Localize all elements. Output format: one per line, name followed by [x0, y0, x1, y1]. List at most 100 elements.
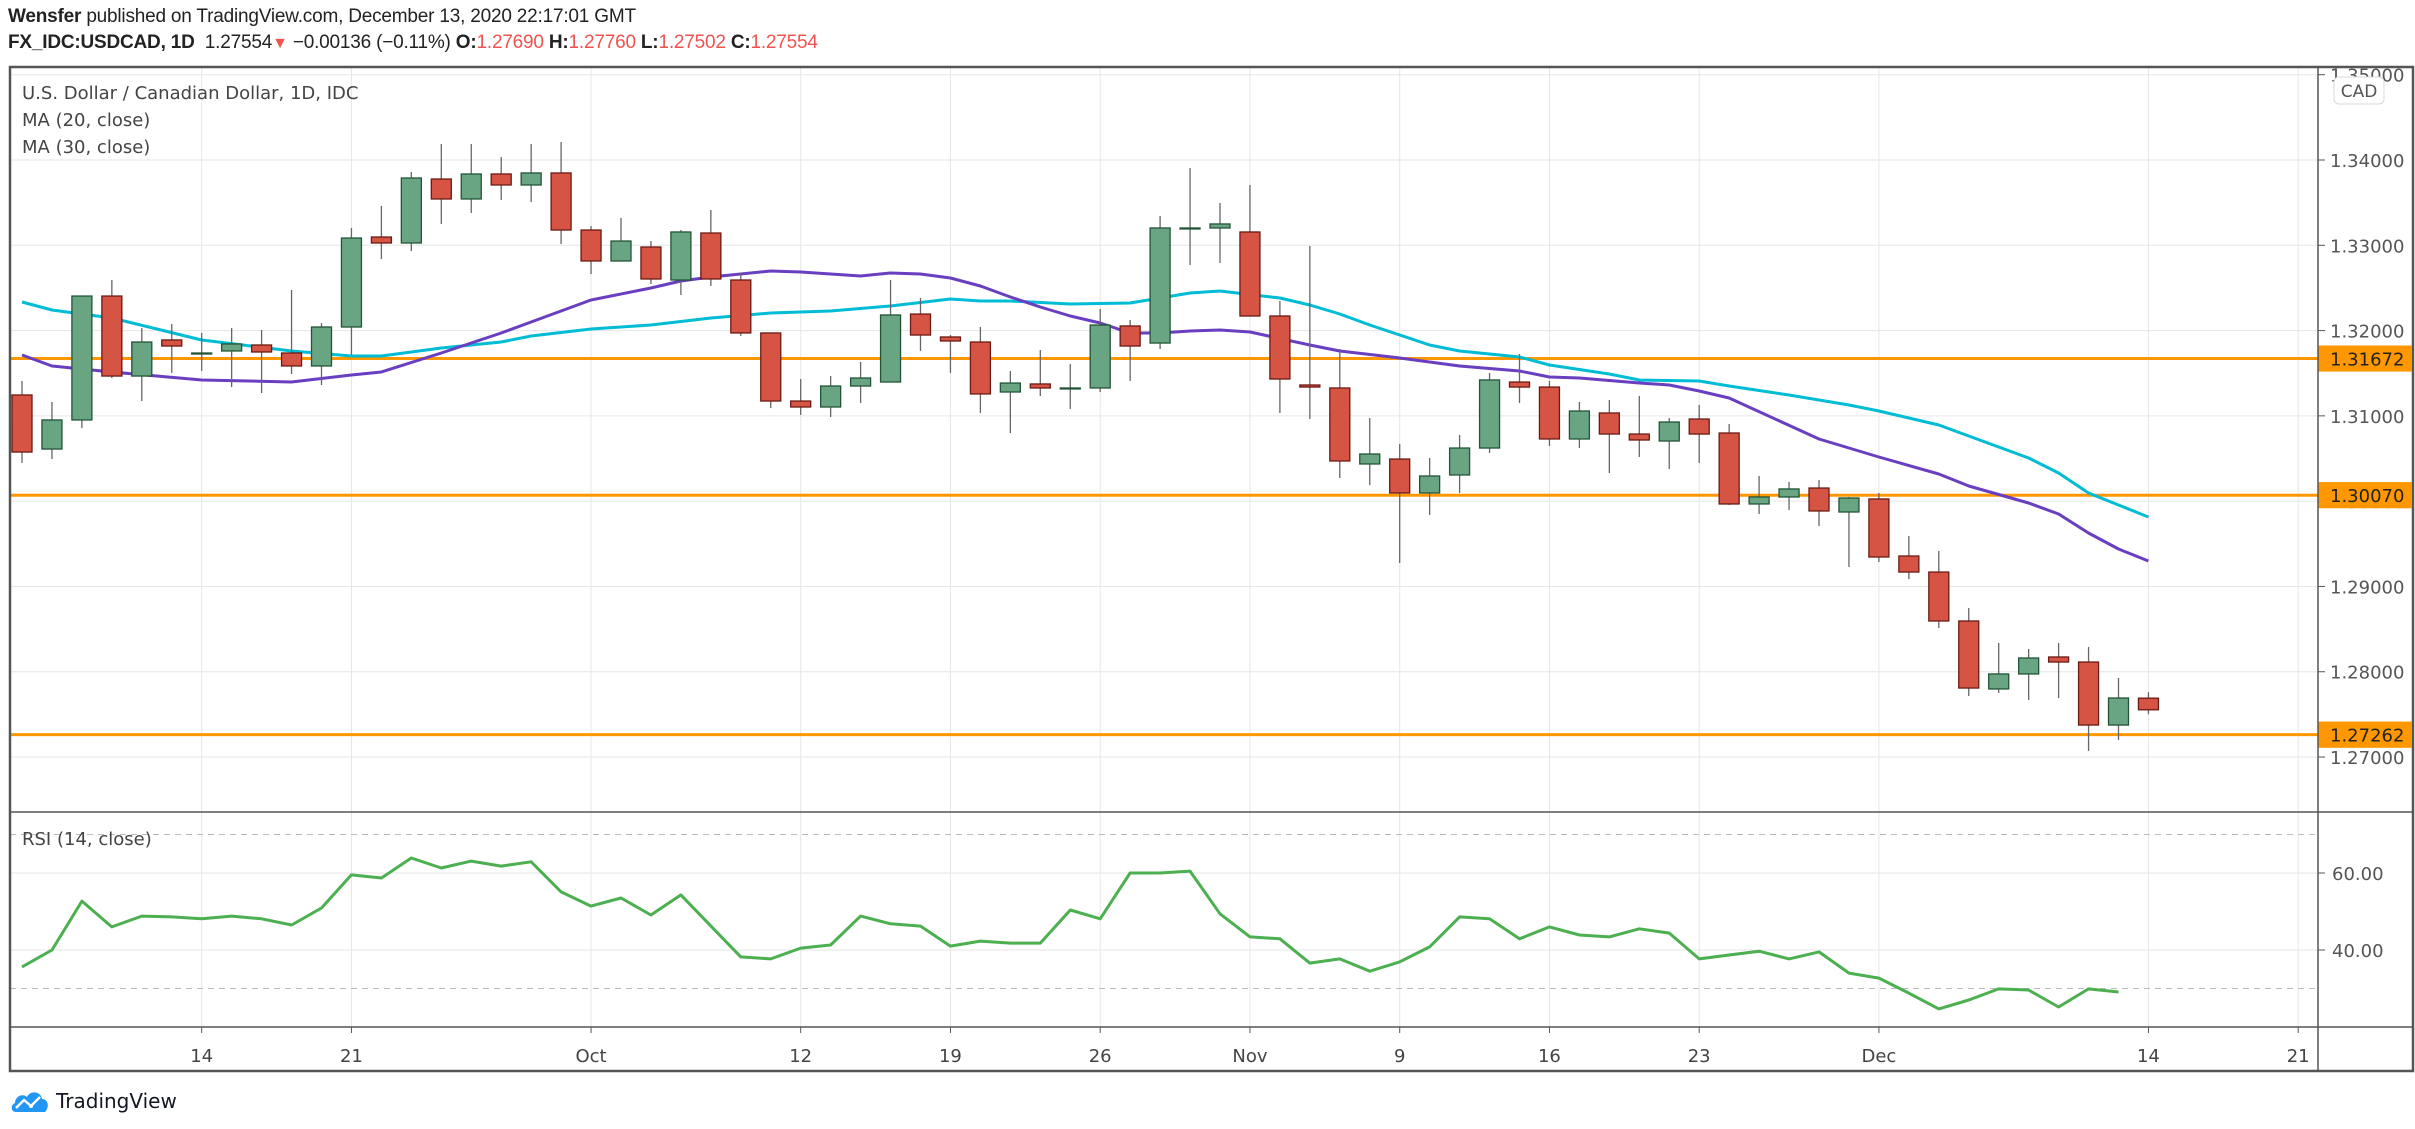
candle[interactable]	[1209, 202, 1231, 264]
candle[interactable]	[760, 332, 782, 409]
candle[interactable]	[1419, 458, 1441, 515]
candle[interactable]	[1059, 364, 1081, 409]
candle[interactable]	[1808, 480, 1830, 526]
candle[interactable]	[969, 326, 992, 413]
candle[interactable]	[1329, 349, 1351, 479]
candle[interactable]	[71, 295, 93, 428]
candle[interactable]	[1688, 404, 1710, 464]
legend-ma30[interactable]: MA (30, close)	[22, 137, 150, 158]
legend-rsi[interactable]: RSI (14, close)	[22, 829, 152, 850]
candle[interactable]	[1149, 215, 1171, 350]
low-label: L:	[640, 32, 659, 53]
candle[interactable]	[101, 280, 123, 379]
candle-body-down	[250, 344, 273, 353]
candle[interactable]	[1658, 418, 1680, 470]
candle[interactable]	[1988, 642, 2010, 693]
candle[interactable]	[191, 332, 213, 372]
tradingview-logo[interactable]: TradingView	[10, 1088, 177, 1114]
candle[interactable]	[11, 380, 33, 464]
candle[interactable]	[939, 335, 962, 373]
candle[interactable]	[1868, 492, 1890, 562]
candle[interactable]	[1359, 418, 1381, 486]
legend-ma20[interactable]: MA (20, close)	[22, 110, 150, 131]
candle[interactable]	[1928, 550, 1950, 628]
candle-body-down	[1329, 387, 1351, 462]
candle[interactable]	[820, 376, 842, 417]
candle-body-down	[490, 173, 512, 186]
candle[interactable]	[1898, 535, 1920, 580]
candle[interactable]	[550, 142, 572, 245]
candle[interactable]	[490, 157, 512, 201]
candle-body-down	[1688, 418, 1710, 435]
candle[interactable]	[1538, 380, 1561, 446]
candle[interactable]	[2107, 677, 2130, 740]
candle[interactable]	[2047, 642, 2070, 699]
candle[interactable]	[1239, 184, 1261, 317]
candle[interactable]	[580, 226, 602, 275]
candle[interactable]	[430, 143, 452, 224]
candle[interactable]	[909, 297, 932, 351]
candle[interactable]	[280, 289, 303, 374]
candle-body-down	[2137, 697, 2160, 711]
ma20-line-group	[21, 269, 2149, 563]
candle[interactable]	[640, 241, 662, 285]
candle[interactable]	[1958, 608, 1980, 696]
author-name[interactable]: Wensfer	[8, 6, 82, 27]
close-label: C:	[730, 32, 751, 53]
candle[interactable]	[1299, 245, 1321, 420]
candle[interactable]	[1478, 372, 1501, 453]
candle-body-up	[41, 419, 63, 450]
candle[interactable]	[310, 322, 333, 385]
candle-body-down	[1269, 315, 1291, 380]
candle[interactable]	[250, 329, 273, 394]
candle[interactable]	[400, 172, 423, 252]
candle[interactable]	[1089, 309, 1111, 392]
candle[interactable]	[1448, 434, 1471, 493]
candle[interactable]	[520, 143, 542, 202]
candle[interactable]	[610, 217, 632, 262]
candle[interactable]	[460, 143, 482, 213]
candle[interactable]	[849, 361, 872, 403]
candle[interactable]	[1748, 475, 1770, 515]
candle[interactable]	[1838, 496, 1860, 568]
candle[interactable]	[2018, 648, 2040, 700]
candle[interactable]	[1718, 423, 1740, 505]
candle[interactable]	[1568, 401, 1591, 449]
candle-body-down	[101, 295, 123, 377]
candle[interactable]	[1119, 320, 1141, 381]
candle[interactable]	[700, 209, 722, 286]
candle[interactable]	[1029, 350, 1051, 396]
candle[interactable]	[670, 230, 692, 296]
candle[interactable]	[131, 328, 153, 402]
candle[interactable]	[370, 205, 393, 260]
candle[interactable]	[999, 371, 1021, 434]
rsi-tick-label: 60.00	[2332, 864, 2384, 885]
candle[interactable]	[1778, 481, 1800, 510]
candle-body-down	[1538, 386, 1561, 440]
candle-body-up	[71, 295, 93, 421]
candle[interactable]	[2137, 692, 2160, 715]
candle[interactable]	[730, 273, 752, 336]
price-tick-label: 1.29000	[2330, 577, 2404, 598]
candle[interactable]	[41, 401, 63, 460]
candle[interactable]	[879, 280, 902, 383]
time-tick-label: 9	[1394, 1046, 1405, 1067]
candle[interactable]	[1269, 300, 1291, 413]
candle-body-down	[1029, 383, 1051, 389]
candle-body-down	[1868, 498, 1890, 558]
candle[interactable]	[2077, 647, 2100, 751]
time-tick-label: 19	[939, 1046, 962, 1067]
candle[interactable]	[1598, 400, 1620, 474]
candle-body-up	[2107, 697, 2130, 726]
candle-body-up	[1568, 410, 1591, 440]
candle[interactable]	[790, 379, 812, 416]
candle[interactable]	[340, 227, 363, 355]
candle[interactable]	[1389, 444, 1411, 563]
candle[interactable]	[1508, 354, 1531, 403]
candle[interactable]	[220, 328, 243, 388]
candle[interactable]	[161, 324, 183, 373]
candle[interactable]	[1179, 168, 1201, 265]
candle[interactable]	[1628, 395, 1650, 457]
currency-badge[interactable]	[2333, 76, 2385, 105]
